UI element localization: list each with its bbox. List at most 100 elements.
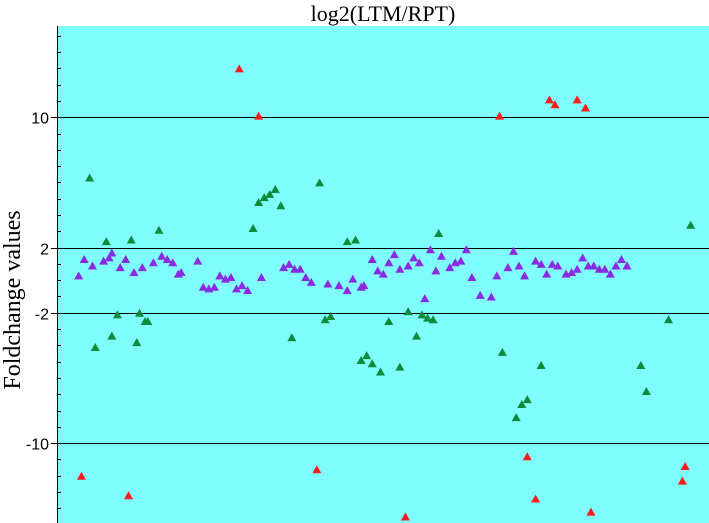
data-point-triangle bbox=[104, 253, 114, 262]
data-point-triangle bbox=[112, 310, 122, 319]
data-point-triangle bbox=[503, 263, 513, 272]
data-point-triangle bbox=[553, 261, 563, 270]
data-point-triangle bbox=[636, 360, 646, 369]
data-point-triangle bbox=[567, 268, 577, 277]
data-point-triangle bbox=[436, 251, 446, 260]
data-point-triangle bbox=[154, 225, 164, 234]
data-point-triangle bbox=[492, 271, 502, 280]
data-point-triangle bbox=[417, 310, 427, 319]
gridlines bbox=[57, 117, 709, 444]
data-point-triangle bbox=[284, 259, 294, 268]
data-point-triangle bbox=[522, 452, 532, 461]
data-point-triangle bbox=[351, 235, 361, 244]
data-point-triangle bbox=[395, 362, 405, 371]
data-point-triangle bbox=[622, 261, 632, 270]
data-point-triangle bbox=[542, 269, 552, 278]
data-point-triangle bbox=[209, 282, 219, 291]
data-point-triangle bbox=[79, 255, 89, 264]
data-point-triangle bbox=[641, 387, 651, 396]
data-point-triangle bbox=[367, 359, 377, 368]
data-point-triangle bbox=[508, 246, 518, 255]
data-point-triangle bbox=[342, 285, 352, 294]
data-point-triangle bbox=[123, 491, 133, 500]
data-point-triangle bbox=[680, 461, 690, 470]
data-point-triangle bbox=[362, 351, 372, 360]
data-point-triangle bbox=[76, 471, 86, 480]
data-point-triangle bbox=[85, 173, 95, 182]
data-point-triangle bbox=[520, 271, 530, 280]
data-point-triangle bbox=[342, 237, 352, 246]
data-point-triangle bbox=[611, 261, 621, 270]
data-point-triangle bbox=[686, 220, 696, 229]
data-point-triangle bbox=[279, 263, 289, 272]
y-tick-label: -10 bbox=[26, 437, 49, 454]
data-point-triangle bbox=[389, 250, 399, 259]
data-point-triangle bbox=[586, 507, 596, 516]
data-point-triangle bbox=[600, 264, 610, 273]
data-point-triangle bbox=[517, 400, 527, 409]
data-point-triangle bbox=[384, 258, 394, 267]
data-point-triangle bbox=[467, 272, 477, 281]
data-point-triangle bbox=[115, 263, 125, 272]
data-point-triangle bbox=[99, 256, 109, 265]
data-point-triangle bbox=[414, 258, 424, 267]
y-tick-label: 2 bbox=[40, 242, 49, 259]
data-point-triangle bbox=[536, 259, 546, 268]
data-point-triangle bbox=[234, 64, 244, 73]
data-point-triangle bbox=[276, 201, 286, 210]
data-point-triangle bbox=[514, 261, 524, 270]
data-point-triangle bbox=[243, 285, 253, 294]
data-point-triangle bbox=[237, 281, 247, 290]
data-point-triangle bbox=[259, 193, 269, 202]
data-point-triangle bbox=[137, 263, 147, 272]
data-point-triangle bbox=[256, 272, 266, 281]
data-point-triangle bbox=[270, 184, 280, 193]
data-point-triangle bbox=[403, 307, 413, 316]
data-point-triangle bbox=[132, 338, 142, 347]
data-point-triangle bbox=[420, 294, 430, 303]
data-point-triangle bbox=[323, 279, 333, 288]
data-point-triangle bbox=[378, 269, 388, 278]
data-point-triangle bbox=[301, 272, 311, 281]
data-point-triangle bbox=[425, 245, 435, 254]
data-point-triangle bbox=[254, 111, 264, 120]
data-point-triangle bbox=[295, 264, 305, 273]
data-point-triangle bbox=[578, 253, 588, 262]
data-point-triangle bbox=[129, 268, 139, 277]
data-point-triangle bbox=[359, 281, 369, 290]
y-tick-label: 10 bbox=[31, 111, 49, 128]
data-point-triangle bbox=[320, 315, 330, 324]
data-point-triangle bbox=[198, 282, 208, 291]
data-point-triangle bbox=[412, 331, 422, 340]
data-point-triangle bbox=[531, 494, 541, 503]
data-point-triangle bbox=[531, 256, 541, 265]
data-point-triangle bbox=[384, 316, 394, 325]
data-point-triangle bbox=[677, 476, 687, 485]
data-point-triangle bbox=[403, 261, 413, 270]
data-point-triangle bbox=[121, 255, 131, 264]
data-point-triangle bbox=[522, 395, 532, 404]
data-point-triangle bbox=[423, 313, 433, 322]
data-point-triangle bbox=[544, 95, 554, 104]
data-point-triangle bbox=[431, 266, 441, 275]
data-point-triangle bbox=[495, 111, 505, 120]
data-point-triangle bbox=[306, 277, 316, 286]
data-point-triangle bbox=[90, 343, 100, 352]
data-point-triangle bbox=[589, 261, 599, 270]
data-point-triangle bbox=[664, 315, 674, 324]
data-point-triangle bbox=[580, 103, 590, 112]
data-point-triangle bbox=[334, 281, 344, 290]
data-point-triangle bbox=[87, 261, 97, 270]
data-point-triangle bbox=[434, 228, 444, 237]
data-point-triangle bbox=[356, 356, 366, 365]
data-point-triangle bbox=[536, 360, 546, 369]
data-point-triangle bbox=[162, 255, 172, 264]
data-point-triangle bbox=[157, 251, 167, 260]
data-point-triangle bbox=[373, 266, 383, 275]
y-axis-ticks: 10 2 -2 -10 bbox=[26, 36, 65, 509]
data-point-triangle bbox=[101, 237, 111, 246]
data-point-triangle bbox=[616, 255, 626, 264]
data-point-triangle bbox=[193, 256, 203, 265]
data-point-triangle bbox=[486, 292, 496, 301]
